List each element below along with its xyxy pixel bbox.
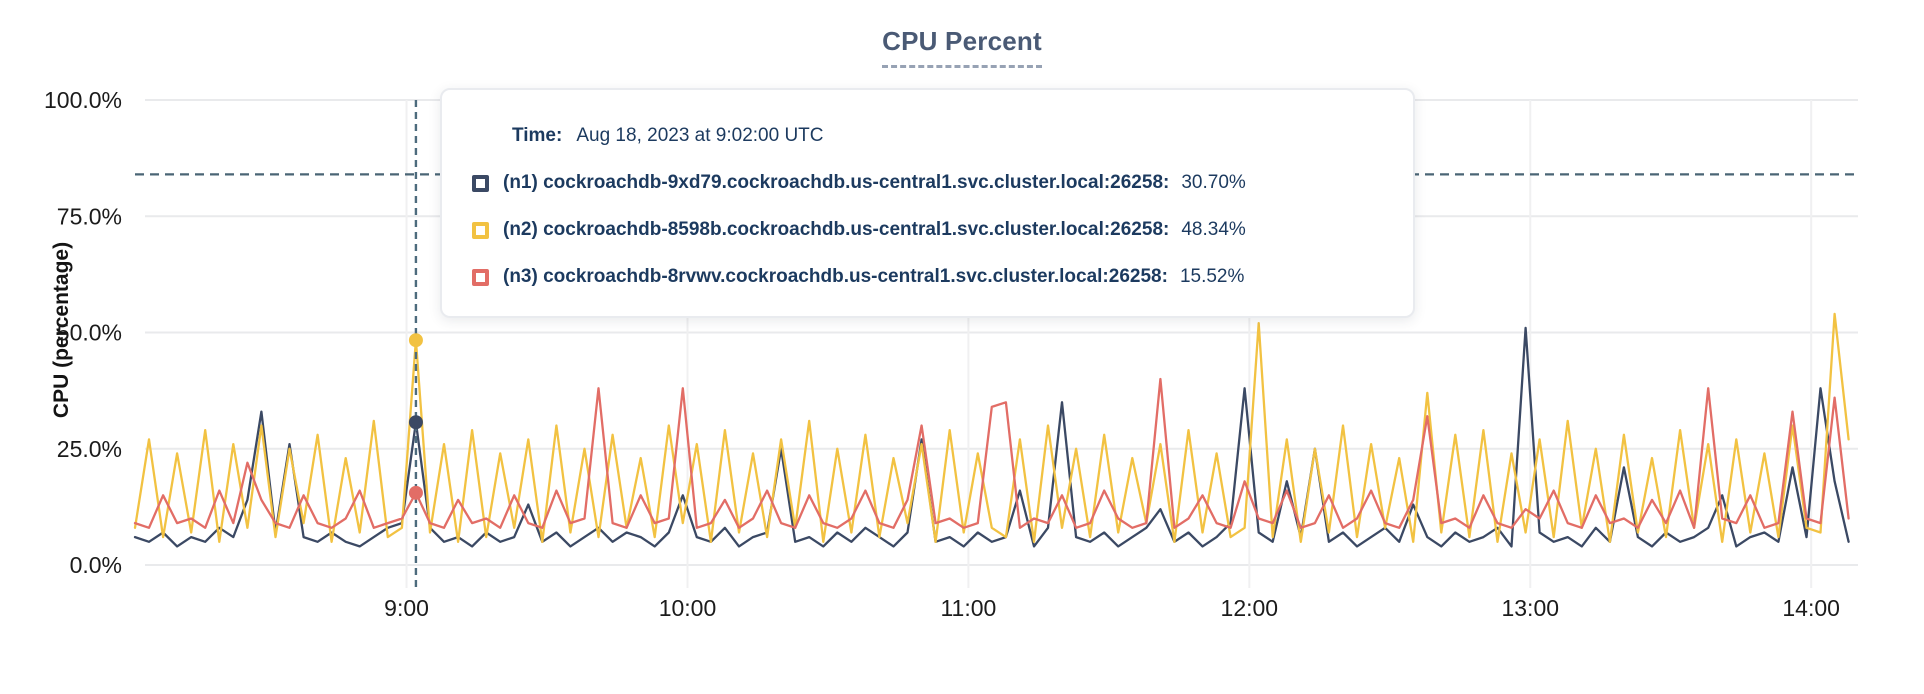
tooltip-series-label-n3: (n3) cockroachdb-8rvwv.cockroachdb.us-ce… (503, 266, 1168, 287)
tooltip-series-row-n3: (n3) cockroachdb-8rvwv.cockroachdb.us-ce… (472, 265, 1373, 289)
chart-title[interactable]: CPU Percent (882, 26, 1042, 68)
hover-marker-n2 (408, 333, 423, 348)
tooltip-time-label: Time: (512, 125, 563, 146)
legend-swatch-n2 (472, 221, 489, 239)
tooltip-series-row-n2: (n2) cockroachdb-8598b.cockroachdb.us-ce… (472, 218, 1373, 242)
x-tick-label: 10:00 (659, 595, 717, 621)
series-line-n3 (133, 377, 1850, 529)
tooltip-series-value-n2: 48.34% (1181, 219, 1246, 240)
tooltip-series-value-n1: 30.70% (1181, 172, 1246, 193)
tooltip-series-label-n2: (n2) cockroachdb-8598b.cockroachdb.us-ce… (503, 219, 1170, 240)
y-tick-labels: 0.0% 25.0% 50.0% 75.0% 100.0% (44, 87, 122, 578)
chart-tooltip: Time: Aug 18, 2023 at 9:02:00 UTC (n1) c… (440, 88, 1415, 318)
y-tick-label: 50.0% (57, 320, 122, 346)
chart-header: CPU Percent (0, 26, 1924, 68)
legend-swatch-n3 (472, 268, 489, 286)
series-line-n2 (133, 312, 1850, 543)
y-tick-label: 100.0% (44, 87, 122, 113)
x-tick-label: 11:00 (940, 595, 996, 621)
y-tick-label: 25.0% (57, 436, 122, 462)
hover-markers (408, 333, 423, 500)
x-tick-label: 12:00 (1221, 595, 1279, 621)
series-line-n1 (133, 326, 1850, 548)
tooltip-time-value: Aug 18, 2023 at 9:02:00 UTC (576, 125, 824, 146)
y-tick-label: 75.0% (57, 203, 122, 229)
y-tick-label: 0.0% (70, 552, 122, 578)
legend-swatch-n1 (472, 174, 489, 192)
tooltip-series-row-n1: (n1) cockroachdb-9xd79.cockroachdb.us-ce… (472, 171, 1373, 195)
x-tick-label: 9:00 (384, 595, 429, 621)
x-tick-label: 14:00 (1782, 595, 1840, 621)
x-tick-labels: 9:00 10:00 11:00 12:00 13:00 14:00 (384, 595, 1840, 621)
hover-marker-n1 (408, 415, 423, 430)
tooltip-time-row: Time: Aug 18, 2023 at 9:02:00 UTC (512, 124, 1373, 148)
hover-marker-n3 (408, 485, 423, 500)
tooltip-series-value-n3: 15.52% (1179, 266, 1245, 287)
x-tick-label: 13:00 (1501, 595, 1559, 621)
tooltip-series-label-n1: (n1) cockroachdb-9xd79.cockroachdb.us-ce… (503, 172, 1170, 193)
